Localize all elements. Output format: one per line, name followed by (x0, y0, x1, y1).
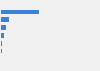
Bar (1, 41, 2, 46)
Bar (1, 10, 39, 14)
Bar (1, 33, 4, 38)
Bar (1, 25, 6, 30)
Bar (1, 17, 9, 22)
Bar (1, 49, 2, 53)
